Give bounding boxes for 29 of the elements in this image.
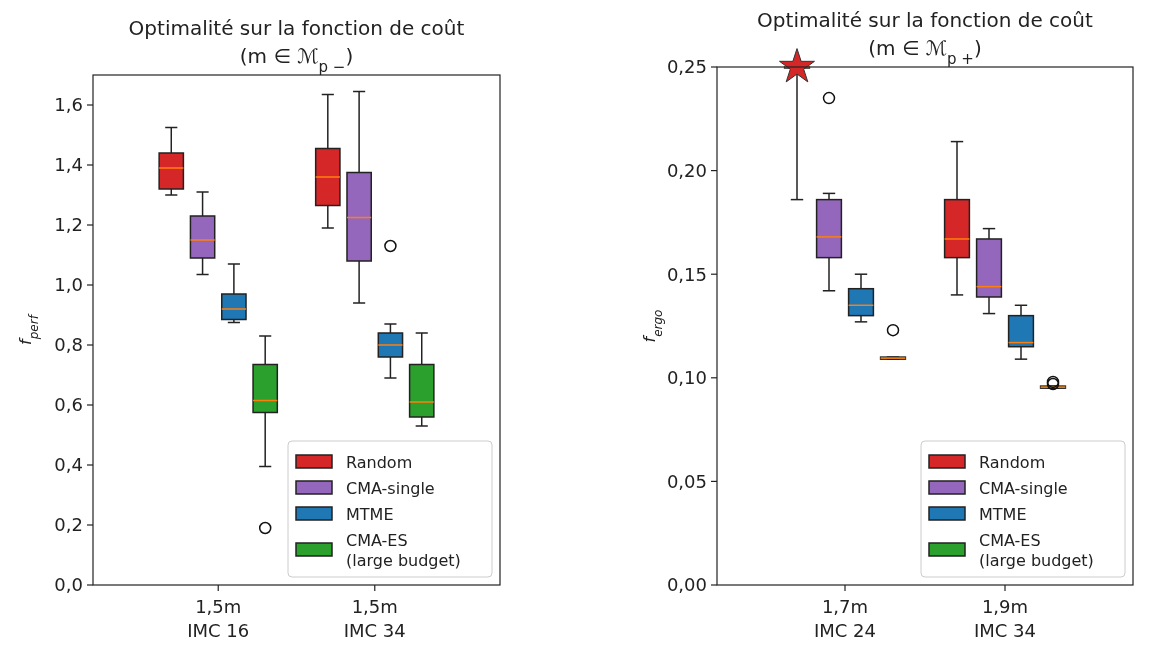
legend-label: CMA-ES (large budget) [979, 530, 1094, 570]
y-tick-label: 1,2 [54, 214, 83, 236]
chart-title: Optimalité sur la fonction de coût (m ∈ ℳ$_{p +}$) [757, 8, 1094, 68]
y-tick-label: 0,2 [54, 514, 83, 536]
y-tick-label: 1,4 [54, 154, 83, 176]
y-tick-label: 0,05 [666, 470, 707, 492]
chart-title: Optimalité sur la fonction de coût (m ∈ ℳ$_{p −}$) [128, 16, 465, 76]
legend-label: Random [979, 452, 1046, 472]
legend-label: CMA-single [346, 478, 435, 498]
x-tick-label: 1,5m IMC 16 [187, 596, 250, 641]
x-tick-label: 1,5m IMC 34 [343, 596, 406, 641]
y-tick-label: 1,0 [54, 274, 83, 296]
legend-label: CMA-ES (large budget) [346, 530, 461, 570]
y-tick-label: 0,20 [666, 159, 707, 181]
y-tick-label: 0,10 [666, 367, 707, 389]
y-tick-label: 0,4 [54, 454, 83, 476]
x-tick-label: 1,7m IMC 24 [813, 596, 877, 641]
y-tick-label: 0,6 [54, 394, 83, 416]
legend-label: CMA-single [979, 478, 1068, 498]
y-tick-label: 0,0 [54, 574, 83, 596]
y-tick-label: 0,25 [666, 56, 707, 78]
y-tick-label: 1,6 [54, 94, 83, 116]
legend-label: MTME [979, 504, 1027, 524]
y-tick-label: 0,15 [666, 263, 707, 285]
x-tick-label: 1,9m IMC 34 [973, 596, 1037, 641]
legend-label: Random [346, 452, 413, 472]
y-tick-label: 0,00 [666, 574, 707, 596]
y-tick-label: 0,8 [54, 334, 83, 356]
legend-label: MTME [346, 504, 394, 524]
